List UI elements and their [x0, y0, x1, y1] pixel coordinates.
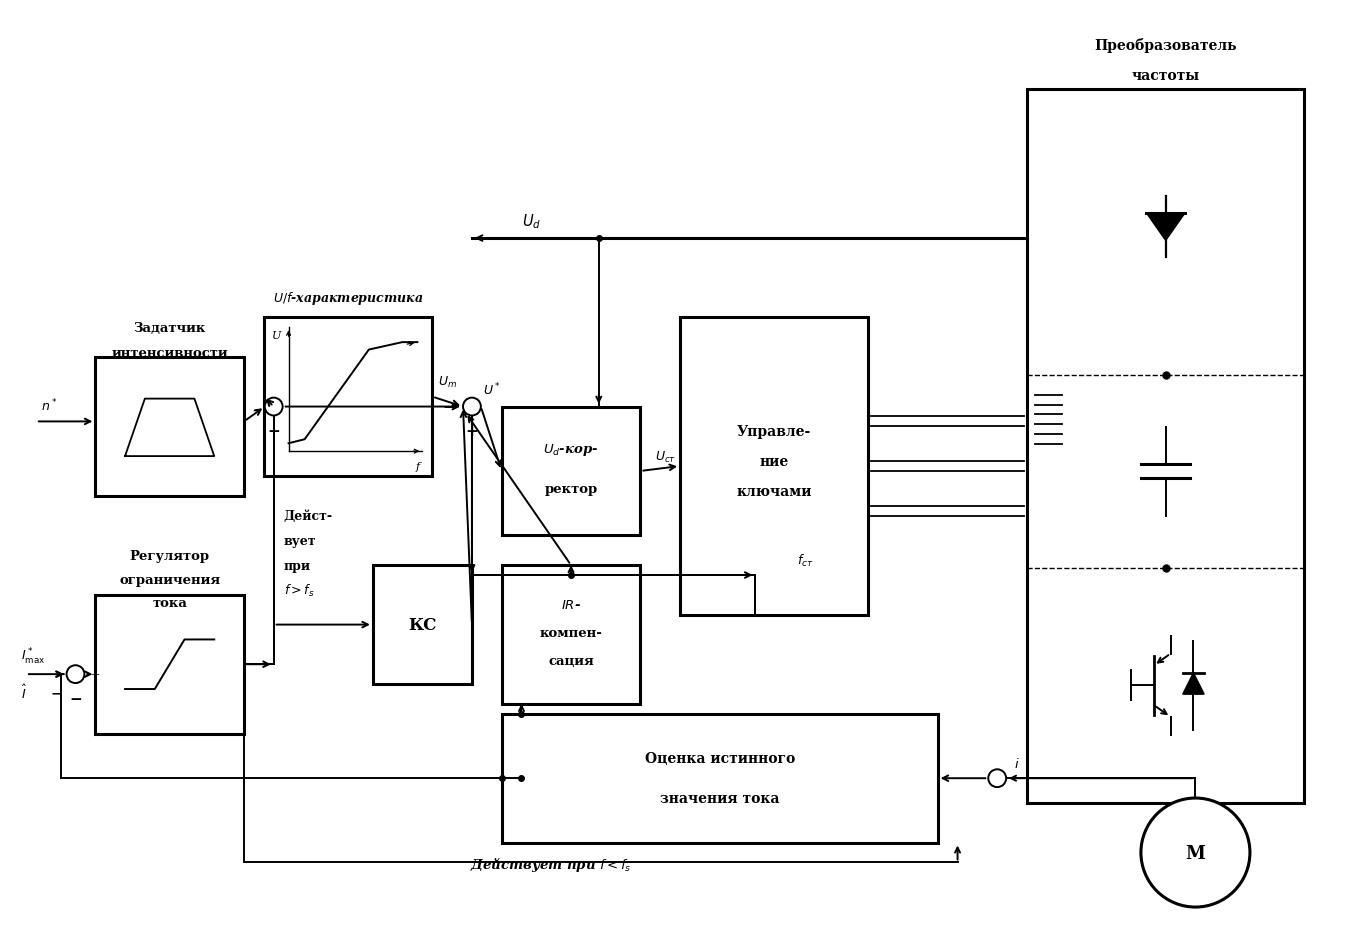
Text: ректор: ректор	[545, 483, 598, 496]
Text: ние: ние	[760, 455, 789, 469]
Text: интенсивности: интенсивности	[111, 346, 228, 359]
Text: $U/f$-характеристика: $U/f$-характеристика	[273, 290, 423, 307]
Text: $U_m$: $U_m$	[438, 374, 457, 390]
Text: ключами: ключами	[737, 484, 812, 498]
Bar	[373, 565, 472, 684]
Text: $IR$-: $IR$-	[561, 599, 582, 611]
Text: −: −	[51, 685, 62, 699]
Text: сация: сация	[549, 654, 594, 667]
Text: $U^*$: $U^*$	[483, 381, 501, 398]
Text: +: +	[89, 668, 100, 680]
Bar	[95, 595, 244, 734]
Text: $f > f_s$: $f > f_s$	[284, 582, 314, 598]
Text: частоты: частоты	[1132, 68, 1199, 82]
Circle shape	[265, 398, 283, 416]
Text: +: +	[465, 425, 479, 439]
Text: U: U	[272, 330, 281, 341]
Circle shape	[1142, 798, 1250, 907]
Bar	[1026, 90, 1305, 803]
Text: $U_{ст}$: $U_{ст}$	[654, 449, 676, 464]
Text: Оценка истинного: Оценка истинного	[645, 752, 794, 766]
Text: Преобразователь: Преобразователь	[1095, 38, 1238, 53]
Text: −: −	[442, 400, 456, 414]
Text: Дейст-: Дейст-	[284, 509, 332, 522]
Text: f: f	[416, 461, 420, 472]
Text: КС: КС	[409, 617, 436, 634]
Text: тока: тока	[152, 596, 187, 609]
Text: $n^*$: $n^*$	[41, 397, 58, 414]
Bar	[502, 714, 937, 842]
Bar	[263, 318, 432, 476]
Text: при: при	[284, 559, 310, 572]
Bar	[502, 407, 641, 535]
Bar	[502, 565, 641, 704]
Polygon shape	[1146, 213, 1185, 241]
Text: −: −	[268, 425, 280, 439]
Text: $I^*_{\mathrm{max}}$: $I^*_{\mathrm{max}}$	[21, 647, 45, 666]
Text: Управле-: Управле-	[737, 425, 811, 439]
Circle shape	[67, 665, 85, 683]
Text: −: −	[69, 693, 82, 707]
Text: $U_d$: $U_d$	[521, 212, 541, 230]
Text: значения тока: значения тока	[660, 791, 779, 805]
Text: вует: вует	[284, 534, 316, 548]
Text: $U_d$-кор-: $U_d$-кор-	[543, 442, 598, 458]
Text: $\hat{I}$: $\hat{I}$	[21, 683, 27, 701]
Text: компен-: компен-	[539, 626, 602, 639]
Bar	[681, 318, 868, 615]
Text: Регулятор: Регулятор	[129, 549, 210, 563]
Polygon shape	[1183, 673, 1205, 695]
Text: $i$: $i$	[1014, 756, 1019, 770]
Circle shape	[462, 398, 480, 416]
Bar	[95, 358, 244, 496]
Text: ограничения: ограничения	[119, 574, 220, 587]
Text: Действует при $f < f_s$: Действует при $f < f_s$	[471, 856, 632, 873]
Circle shape	[988, 769, 1006, 787]
Text: Задатчик: Задатчик	[133, 321, 206, 334]
Text: М: М	[1185, 843, 1206, 862]
Text: $f_{ст}$: $f_{ст}$	[797, 552, 814, 568]
